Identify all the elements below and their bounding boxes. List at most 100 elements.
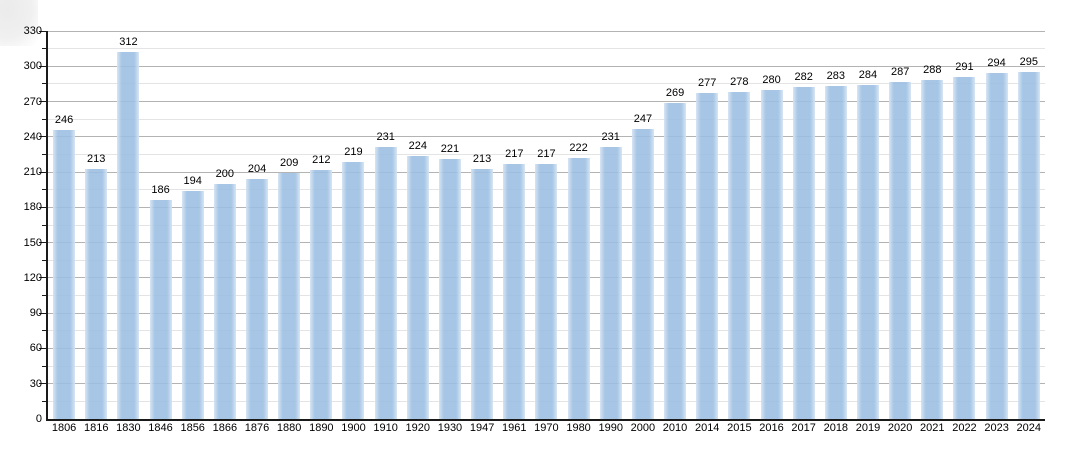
bar-value-label: 219 <box>344 145 363 158</box>
bar-slot: 217 <box>498 31 530 419</box>
x-axis-label: 2020 <box>887 422 913 434</box>
bar-slot: 217 <box>530 31 562 419</box>
bar-value-label: 246 <box>54 113 74 126</box>
bar-slot: 231 <box>595 31 627 419</box>
bar-value-label: 287 <box>890 65 910 78</box>
bar-slot: 278 <box>723 31 755 419</box>
bar <box>342 161 365 419</box>
y-tick-major <box>39 312 46 314</box>
gridline-major <box>48 30 1045 32</box>
y-axis-label: 270 <box>23 95 42 108</box>
bar <box>792 87 815 419</box>
y-tick-minor <box>42 295 46 297</box>
y-axis-label: 30 <box>29 377 42 390</box>
bar-slot: 247 <box>627 31 659 419</box>
bar-value-label: 212 <box>312 153 331 166</box>
x-axis-label: 2015 <box>727 422 752 434</box>
x-axis-label: 1947 <box>469 422 495 434</box>
bar-value-label: 221 <box>440 143 460 156</box>
y-axis-label: 60 <box>29 342 42 355</box>
y-axis-label: 210 <box>23 166 42 179</box>
gridline-minor <box>48 153 1045 155</box>
bar <box>664 102 687 419</box>
x-axis-label: 2022 <box>952 422 977 434</box>
bar-slot: 221 <box>434 31 466 419</box>
bar-value-label: 231 <box>376 131 395 144</box>
x-axis-label: 2023 <box>984 422 1009 434</box>
y-tick-major <box>39 206 46 208</box>
x-axis-label: 2010 <box>662 422 688 434</box>
bar-slot: 200 <box>209 31 241 419</box>
bar-value-label: 213 <box>472 152 492 165</box>
y-tick-minor <box>42 189 46 191</box>
y-axis-label: 120 <box>23 271 42 284</box>
bar-slot: 283 <box>820 31 852 419</box>
bar-value-label: 288 <box>923 64 942 77</box>
bar-slot: 213 <box>80 31 112 419</box>
bars-row: 246 213 312 186 194 200 204 209 212 219 231 224 221 2… <box>48 31 1045 419</box>
bar-value-label: 291 <box>955 60 974 73</box>
x-axis-label: 2024 <box>1016 422 1041 434</box>
bar-slot: 213 <box>466 31 498 419</box>
y-tick-major <box>39 171 46 173</box>
x-axis-label: 2000 <box>630 422 656 434</box>
bar <box>213 183 236 419</box>
x-axis-label: 1910 <box>373 422 398 434</box>
bar-value-label: 194 <box>183 174 202 187</box>
x-axis-label: 1990 <box>598 422 623 434</box>
y-tick-minor <box>42 224 46 226</box>
y-tick-minor <box>42 153 46 155</box>
y-axis-label: 300 <box>23 60 42 73</box>
bar <box>696 93 719 419</box>
bar-value-label: 294 <box>987 57 1006 70</box>
bar-slot: 287 <box>884 31 916 419</box>
x-axis-label: 2018 <box>823 422 849 434</box>
y-axis-label: 150 <box>23 236 42 249</box>
x-axis-label: 2017 <box>791 422 816 434</box>
bar-value-label: 231 <box>601 131 620 144</box>
y-tick-major <box>39 242 46 244</box>
bar-slot: 280 <box>755 31 787 419</box>
bar-slot: 222 <box>563 31 595 419</box>
bar <box>1017 72 1040 419</box>
bar-value-label: 312 <box>119 36 138 49</box>
y-tick-major <box>39 277 46 279</box>
bar <box>149 200 172 419</box>
bar-value-label: 204 <box>247 163 267 176</box>
y-tick-major <box>39 347 46 349</box>
x-axis-label: 2014 <box>694 422 720 434</box>
x-axis-labels: 1806 1816 1830 1846 1856 1866 1876 1880 1890 1900… <box>48 422 1045 435</box>
bar <box>503 163 526 419</box>
x-axis-label: 1890 <box>309 422 334 434</box>
y-tick-minor <box>42 259 46 261</box>
y-axis-label: 240 <box>23 130 42 143</box>
bar-slot: 209 <box>273 31 305 419</box>
bar <box>53 129 76 419</box>
bar-value-label: 247 <box>633 112 653 125</box>
bar-slot: 294 <box>981 31 1013 419</box>
y-axis-label: 180 <box>23 201 42 214</box>
x-axis-label: 1816 <box>83 422 109 434</box>
x-axis-label: 1830 <box>116 422 141 434</box>
bar <box>181 190 204 419</box>
bar-slot: 291 <box>948 31 980 419</box>
y-tick-minor <box>42 330 46 332</box>
bar <box>889 81 912 419</box>
bar <box>85 168 108 419</box>
bar-slot: 224 <box>402 31 434 419</box>
bar <box>278 173 301 419</box>
bar-value-label: 278 <box>730 76 749 89</box>
bar <box>117 52 140 419</box>
bar <box>856 85 879 419</box>
gridline-major <box>48 136 1045 138</box>
bar-value-label: 295 <box>1019 56 1038 69</box>
x-axis-label: 2019 <box>855 422 881 434</box>
x-axis-label: 1856 <box>180 422 205 434</box>
x-axis-line <box>46 419 1045 421</box>
bar <box>728 92 751 419</box>
x-axis-label: 1980 <box>566 422 591 434</box>
y-tick-major <box>39 136 46 138</box>
bar <box>471 168 494 419</box>
bar <box>310 169 333 419</box>
